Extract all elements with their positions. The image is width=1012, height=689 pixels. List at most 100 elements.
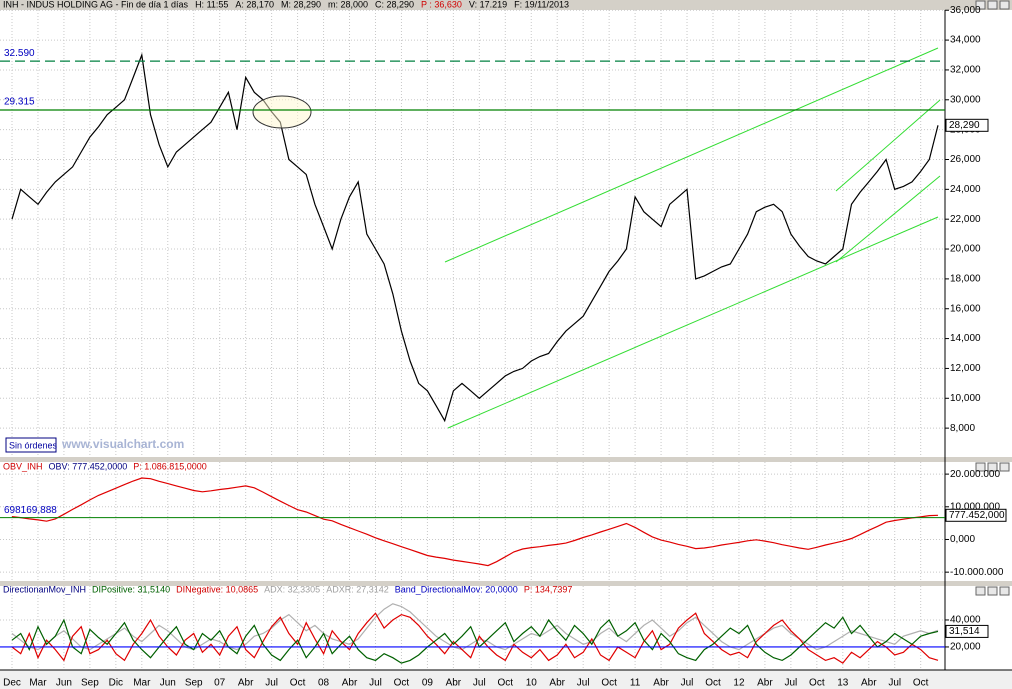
y-tick-label: 18,000: [950, 274, 981, 285]
x-tick-label: 10: [526, 678, 538, 689]
y-tick-label: 24,000: [950, 184, 981, 195]
x-tick-label: Jun: [160, 678, 176, 689]
trend-line: [835, 175, 941, 263]
drawings: [252, 47, 941, 429]
x-tick-label: Abr: [238, 678, 254, 689]
header-item: P : 36,630: [421, 0, 462, 9]
x-tick-label: Mar: [133, 678, 151, 689]
button-up[interactable]: [975, 586, 986, 596]
header-item: F: 19/11/2013: [514, 0, 569, 9]
x-tick-label: Jul: [784, 678, 797, 689]
x-tick-label: Oct: [498, 678, 514, 689]
trend-line: [835, 99, 941, 192]
value-box-label: 777.452,000: [949, 510, 1005, 521]
x-tick-label: Abr: [861, 678, 877, 689]
order-button[interactable]: Sin órdenes: [5, 437, 58, 453]
panel-title: Band_DirectionalMov: 20,0000: [395, 584, 518, 594]
indicator-line: [11, 616, 939, 664]
y-tick-label: 12,000: [950, 363, 981, 374]
x-tick-label: Oct: [809, 678, 825, 689]
header-item: C: 28,290: [375, 0, 414, 9]
header-item: H: 11:55: [195, 0, 228, 9]
ellipse-drawing: [252, 95, 312, 129]
marks: [11, 52, 939, 664]
x-tick-label: Abr: [757, 678, 773, 689]
x-tick-label: Oct: [913, 678, 929, 689]
x-tick-label: 11: [630, 678, 641, 689]
y-tick-label: 20.000.000: [950, 469, 1000, 480]
button-frame[interactable]: [5, 437, 57, 453]
x-tick-label: Jul: [888, 678, 901, 689]
y-tick-label: 14,000: [950, 333, 981, 344]
button-close[interactable]: [999, 0, 1010, 10]
button-down[interactable]: [987, 586, 998, 596]
value-box-label: 28,290: [949, 120, 980, 131]
x-tick-label: Abr: [342, 678, 358, 689]
x-tick-label: Jun: [56, 678, 72, 689]
y-tick-label: 40,000: [950, 615, 981, 626]
x-tick-label: Oct: [394, 678, 410, 689]
y-tick-label: 20,000: [950, 244, 981, 255]
button-down[interactable]: [987, 0, 998, 10]
y-tick-label: 22,000: [950, 214, 981, 225]
y-tick-label: 34,000: [950, 35, 981, 46]
x-tick-label: Dic: [109, 678, 123, 689]
y-tick-label: -10.000.000: [950, 567, 1004, 578]
watermark: www.visualchart.com: [61, 437, 184, 451]
panel-title: OBV: 777.452,0000: [49, 461, 128, 471]
y-tick-label: 16,000: [950, 303, 981, 314]
panel-title: DIPositive: 31,5140: [92, 584, 170, 594]
price-line: [11, 52, 939, 423]
y-tick-label: 36,000: [950, 5, 981, 16]
button-down[interactable]: [987, 462, 998, 472]
trend-line: [444, 47, 939, 263]
grid: [0, 9, 945, 670]
value-box: [945, 118, 989, 132]
button-up[interactable]: [975, 462, 986, 472]
y-tick-label: 8,000: [950, 423, 975, 434]
panel-title: ADXR: 27,3142: [326, 584, 389, 594]
x-tick-label: Jul: [577, 678, 590, 689]
button-label[interactable]: Sin órdenes: [9, 440, 58, 450]
x-tick-label: Oct: [705, 678, 721, 689]
x-tick-label: 07: [214, 678, 226, 689]
level-label: 698169,888: [4, 505, 57, 516]
header-bar: [0, 0, 1012, 10]
x-tick-label: Sep: [185, 678, 203, 689]
header-item: m: 28,000: [328, 0, 368, 9]
x-axis-strip: [0, 670, 1012, 689]
header-item: INH - INDUS HOLDING AG - Fin de día 1 dí…: [3, 0, 189, 9]
trend-line: [447, 216, 939, 429]
y-tick-label: 20,000: [950, 642, 981, 653]
x-tick-label: Dec: [3, 678, 21, 689]
x-tick-label: Abr: [653, 678, 669, 689]
value-box: [945, 624, 989, 638]
panel-title: DirectionanMov_INH: [3, 584, 86, 594]
window-buttons[interactable]: [975, 0, 1010, 596]
x-tick-label: 13: [837, 678, 849, 689]
y-tick-label: 10,000: [950, 393, 981, 404]
button-up[interactable]: [975, 0, 986, 10]
x-tick-label: Oct: [290, 678, 306, 689]
separator: [0, 581, 1012, 586]
indicator-line: [11, 603, 939, 651]
y-tick-label: 26,000: [950, 154, 981, 165]
x-tick-label: 09: [422, 678, 434, 689]
button-close[interactable]: [999, 586, 1010, 596]
panel-title: P: 1.086.815,0000: [133, 461, 207, 471]
button-close[interactable]: [999, 462, 1010, 472]
x-tick-label: 12: [733, 678, 745, 689]
x-tick-label: Jul: [369, 678, 382, 689]
x-tick-label: Jul: [681, 678, 694, 689]
panel-title: ADX: 32,3305: [264, 584, 320, 594]
x-tick-label: Jul: [265, 678, 278, 689]
price-line: [11, 477, 939, 567]
x-tick-label: Sep: [81, 678, 99, 689]
header-item: V: 17.219: [469, 0, 507, 9]
x-tick-label: Jul: [473, 678, 486, 689]
y-tick-label: 10.000.000: [950, 501, 1000, 512]
header-item: A: 28,170: [235, 0, 274, 9]
level-label: 29.315: [4, 97, 35, 108]
x-tick-label: 08: [318, 678, 330, 689]
